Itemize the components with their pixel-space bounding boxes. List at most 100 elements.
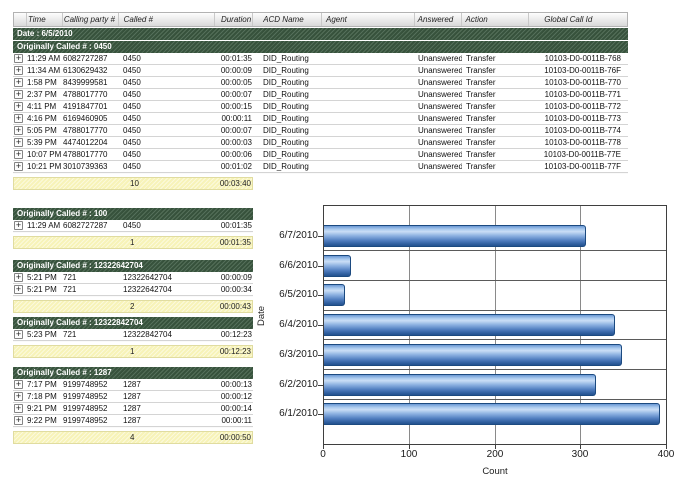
cell-answered: Unanswered: [418, 138, 462, 147]
cell-time: 5:21 PM: [27, 273, 57, 282]
cell-global-call-id: 10103-D0-0011B-770: [544, 78, 621, 87]
cell-action: Transfer: [466, 78, 496, 87]
expand-cell: +: [13, 149, 26, 160]
chart-bar: [324, 373, 596, 396]
cell-global-call-id: 10103-D0-0011B-768: [544, 54, 621, 63]
cell-global-call-id: 10103-D0-0011B-772: [544, 102, 621, 111]
date-group-header: Date : 6/5/2010: [13, 28, 628, 40]
cell-calling-party: 9199748952: [63, 416, 108, 425]
expand-icon[interactable]: +: [14, 65, 23, 75]
cell-duration: 00:00:07: [220, 126, 252, 135]
cell-calling-party: 4788017770: [63, 126, 108, 135]
cell-time: 10:21 PM: [27, 162, 62, 171]
expand-cell: +: [13, 415, 26, 426]
cell-acd-name: DID_Routing: [263, 66, 309, 75]
cell-time: 1:58 PM: [27, 78, 57, 87]
y-tick-label: 6/4/2010: [279, 319, 318, 330]
cell-calling-party: 9199748952: [63, 380, 108, 389]
group-header: Originally Called # : 0450: [13, 41, 628, 53]
cell-time: 11:34 AM: [27, 66, 61, 75]
group-0450: Originally Called # : 0450 +11:29 AM 60827…: [13, 41, 628, 190]
y-tick-label: 6/2/2010: [279, 378, 318, 390]
expand-icon[interactable]: +: [14, 329, 23, 339]
cell-acd-name: DID_Routing: [263, 138, 309, 147]
expand-cell: +: [13, 403, 26, 414]
expand-icon[interactable]: +: [14, 284, 23, 294]
y-tick-label: 6/5/2010: [279, 289, 318, 301]
expand-icon[interactable]: +: [14, 272, 23, 282]
group-1287: Originally Called # : 1287 +7:17 PM 919974…: [13, 366, 253, 444]
group-header: Originally Called # : 100: [13, 208, 253, 220]
chart-bar: [324, 284, 346, 307]
cell-answered: Unanswered: [418, 150, 462, 159]
cell-called: 1287: [123, 416, 141, 425]
table-row: +1:58 PM 8439999581 0450 00:00:05 DID_Routin…: [13, 77, 628, 89]
cell-time: 2:37 PM: [27, 90, 57, 99]
table-row: +4:16 PM 6169460905 0450 00:00:11 DID_Routin…: [13, 113, 628, 125]
group-summary-row: 4 00:00:50: [13, 431, 253, 444]
cell-called: 0450: [123, 150, 141, 159]
expand-icon[interactable]: +: [14, 149, 23, 159]
cell-calling-party: 3010739363: [63, 162, 108, 171]
gridline-horizontal: [324, 398, 666, 400]
column-header-expand: [14, 13, 27, 26]
expand-icon[interactable]: +: [14, 161, 23, 171]
cell-answered: Unanswered: [418, 54, 462, 63]
expand-icon[interactable]: +: [14, 101, 23, 111]
expand-icon[interactable]: +: [14, 391, 23, 401]
expand-icon[interactable]: +: [14, 53, 23, 63]
cell-calling-party: 9199748952: [63, 404, 108, 413]
expand-icon[interactable]: +: [14, 125, 23, 135]
summary-count: 1: [130, 238, 135, 247]
expand-icon[interactable]: +: [14, 415, 23, 425]
x-tick-mark: [495, 445, 496, 449]
summary-duration: 00:12:23: [219, 347, 251, 356]
cell-duration: 00:00:06: [220, 150, 252, 159]
column-header-time: Time: [27, 13, 63, 26]
expand-icon[interactable]: +: [14, 77, 23, 87]
group-header: Originally Called # : 12322842704: [13, 317, 253, 329]
chart-bar: [324, 343, 622, 366]
expand-icon[interactable]: +: [14, 113, 23, 123]
cell-action: Transfer: [466, 90, 496, 99]
cell-duration: 00:00:05: [220, 78, 252, 87]
table-row: +7:18 PM 9199748952 1287 00:00:12: [13, 391, 253, 403]
expand-icon[interactable]: +: [14, 379, 23, 389]
cell-global-call-id: 10103-D0-0011B-77E: [543, 150, 621, 159]
table-row: +9:22 PM 9199748952 1287 00:00:11: [13, 415, 253, 427]
cell-acd-name: DID_Routing: [263, 126, 309, 135]
group-header: Originally Called # : 1287: [13, 367, 253, 379]
column-header-called: Called #: [119, 13, 216, 26]
x-tick-mark: [666, 445, 667, 449]
chart-bar: [324, 403, 660, 426]
cell-called: 0450: [123, 54, 141, 63]
chart-plot-area: [323, 205, 667, 445]
cell-global-call-id: 10103-D0-0011B-778: [544, 138, 621, 147]
cell-action: Transfer: [466, 66, 496, 75]
cell-calling-party: 6169460905: [63, 114, 108, 123]
cell-answered: Unanswered: [418, 114, 462, 123]
expand-icon[interactable]: +: [14, 137, 23, 147]
cell-called: 0450: [123, 221, 141, 230]
cell-time: 5:21 PM: [27, 285, 57, 294]
cell-action: Transfer: [466, 138, 496, 147]
y-tick-label: 6/1/2010: [279, 408, 318, 420]
expand-icon[interactable]: +: [14, 220, 23, 230]
group-summary-row: 1 00:12:23: [13, 345, 253, 358]
cell-called: 1287: [123, 392, 141, 401]
cell-time: 9:22 PM: [27, 416, 57, 425]
expand-icon[interactable]: +: [14, 89, 23, 99]
cell-called: 12322642704: [123, 285, 172, 294]
cell-time: 10:07 PM: [27, 150, 62, 159]
table-row: +10:07 PM 4788017770 0450 00:00:06 DID_Routi…: [13, 149, 628, 161]
expand-cell: +: [13, 220, 26, 231]
expand-cell: +: [13, 89, 26, 100]
y-tick-mark: [318, 265, 323, 267]
cell-time: 9:21 PM: [27, 404, 57, 413]
y-tick-label: 6/3/2010: [279, 348, 318, 360]
table-row: +5:21 PM 721 12322642704 00:00:34: [13, 284, 253, 296]
expand-icon[interactable]: +: [14, 403, 23, 413]
cell-time: 11:29 AM: [27, 54, 61, 63]
table-row: +11:29 AM 6082727287 0450 00:01:35 DID_Routi…: [13, 53, 628, 65]
